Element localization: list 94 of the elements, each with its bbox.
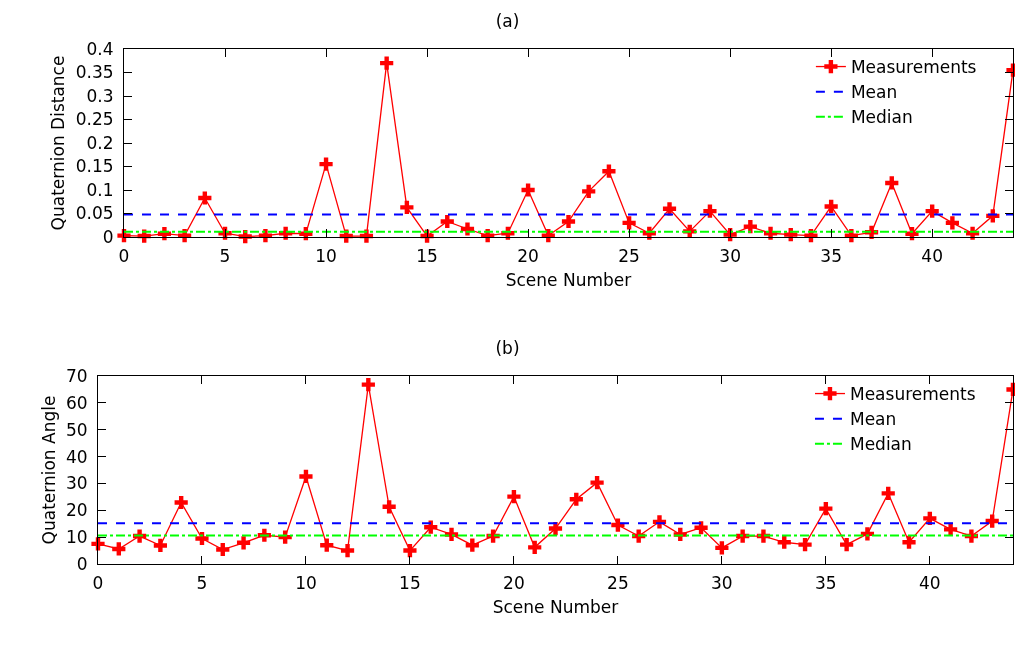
point xyxy=(174,495,188,510)
x-tick-label: 30 xyxy=(719,246,741,267)
point xyxy=(819,502,833,516)
point xyxy=(195,531,209,546)
point xyxy=(925,204,939,218)
point xyxy=(319,157,333,171)
y-tick-label: 0.3 xyxy=(86,85,114,106)
y-tick-label: 0.05 xyxy=(75,203,114,224)
legend-label: Median xyxy=(850,107,913,128)
legend-label: Mean xyxy=(849,409,897,430)
chart-title: (a) xyxy=(495,10,520,31)
y-tick-label: 0.1 xyxy=(86,179,114,200)
x-tick-label: 0 xyxy=(118,246,130,267)
point xyxy=(440,214,454,229)
point xyxy=(403,543,417,558)
x-tick-label: 20 xyxy=(503,573,525,594)
x-axis-title: Scene Number xyxy=(505,269,632,290)
point xyxy=(216,542,230,557)
x-tick-label: 40 xyxy=(921,246,943,267)
point xyxy=(528,540,542,554)
legend-label: Median xyxy=(849,434,912,455)
point xyxy=(622,216,636,230)
y-tick-label: 50 xyxy=(65,419,88,440)
point xyxy=(236,536,251,550)
point xyxy=(590,476,604,490)
x-tick-label: 5 xyxy=(219,246,231,267)
point xyxy=(881,486,895,500)
point xyxy=(258,228,273,243)
point xyxy=(561,214,576,229)
point xyxy=(840,538,854,552)
point xyxy=(694,521,708,535)
x-tick-label: 10 xyxy=(295,573,317,594)
point xyxy=(611,518,625,532)
point xyxy=(361,377,375,392)
point xyxy=(902,535,916,549)
y-axis-title: Quaternion Distance xyxy=(48,55,69,231)
point xyxy=(945,216,959,230)
point xyxy=(715,541,729,555)
x-tick-label: 35 xyxy=(820,246,842,267)
point xyxy=(944,522,958,536)
point xyxy=(885,176,899,190)
y-tick-label: 0.25 xyxy=(75,109,114,130)
point xyxy=(985,514,999,528)
y-tick-label: 30 xyxy=(65,473,88,494)
point xyxy=(569,492,583,506)
y-axis-title: Quaternion Angle xyxy=(38,395,59,545)
x-tick-label: 20 xyxy=(517,246,539,267)
point xyxy=(340,543,355,558)
chart-title: (b) xyxy=(495,337,520,358)
point xyxy=(521,183,535,197)
point xyxy=(112,542,126,556)
point xyxy=(465,538,479,552)
legend-label: Measurements xyxy=(850,57,977,78)
point xyxy=(299,469,313,484)
point xyxy=(382,500,396,514)
y-tick-label: 0.35 xyxy=(75,62,114,83)
point xyxy=(507,489,521,504)
point xyxy=(703,204,717,218)
point xyxy=(198,191,212,205)
y-tick-label: 70 xyxy=(65,365,88,386)
point xyxy=(602,164,616,178)
x-tick-label: 5 xyxy=(196,573,208,594)
y-tick-label: 10 xyxy=(65,527,88,548)
point xyxy=(460,222,475,236)
point xyxy=(824,199,838,214)
x-tick-label: 10 xyxy=(315,246,337,267)
point xyxy=(153,538,167,553)
x-tick-label: 15 xyxy=(416,246,438,267)
point xyxy=(444,527,459,542)
x-tick-label: 35 xyxy=(815,573,837,594)
x-tick-label: 15 xyxy=(399,573,421,594)
y-tick-label: 0 xyxy=(76,553,88,574)
point xyxy=(923,511,937,525)
point xyxy=(548,521,563,536)
point xyxy=(582,184,596,199)
point xyxy=(400,200,414,214)
y-tick-label: 40 xyxy=(65,446,88,467)
x-tick-label: 40 xyxy=(919,573,941,594)
y-tick-label: 0.2 xyxy=(86,132,114,153)
legend-label: Measurements xyxy=(849,384,976,405)
point xyxy=(380,56,394,70)
x-tick-label: 30 xyxy=(711,573,733,594)
y-tick-label: 0.15 xyxy=(75,156,114,177)
y-tick-label: 0 xyxy=(102,226,114,247)
point xyxy=(798,538,812,552)
legend-label: Mean xyxy=(850,82,898,103)
point xyxy=(743,220,757,234)
y-tick-label: 0.4 xyxy=(86,38,114,59)
y-tick-label: 20 xyxy=(65,500,88,521)
x-tick-label: 25 xyxy=(607,573,629,594)
point xyxy=(320,538,334,552)
y-tick-label: 60 xyxy=(65,392,88,413)
x-axis-title: Scene Number xyxy=(492,596,619,617)
x-tick-label: 25 xyxy=(618,246,640,267)
